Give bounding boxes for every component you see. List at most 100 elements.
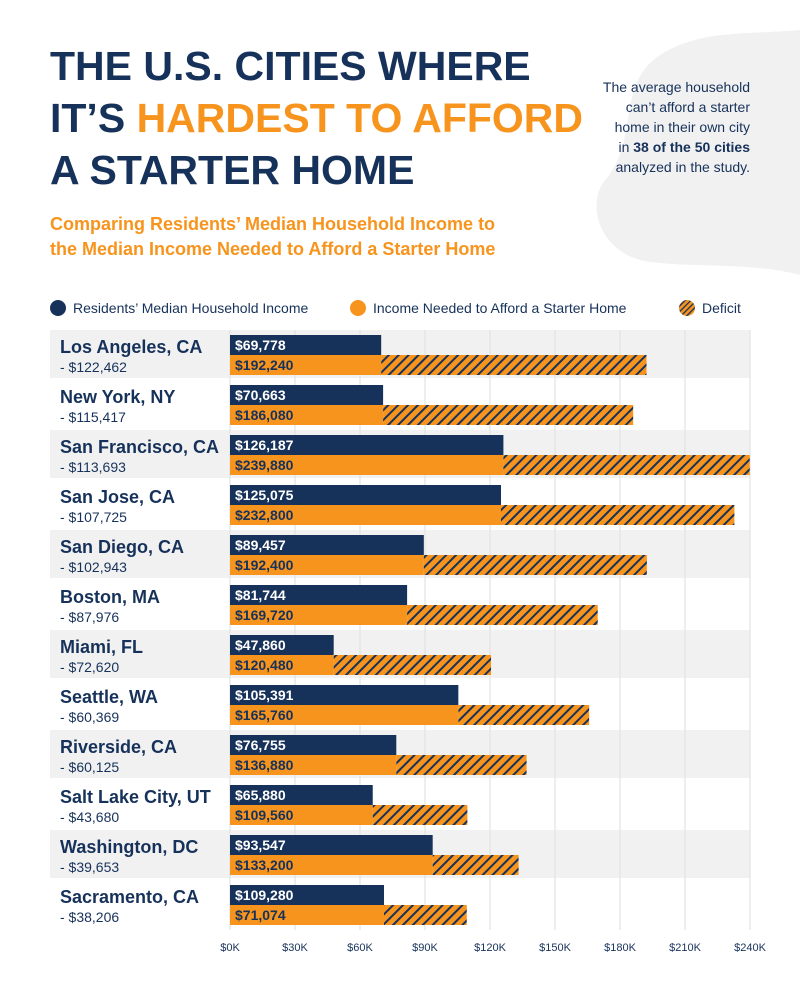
deficit-bar xyxy=(383,905,467,925)
city-label: Boston, MA xyxy=(60,587,160,607)
city-label: Sacramento, CA xyxy=(60,887,199,907)
subtitle-line-1: Comparing Residents’ Median Household In… xyxy=(50,214,496,234)
needed-value-label: $120,480 xyxy=(235,657,294,673)
orange-dot-icon xyxy=(350,300,366,316)
income-value-label: $109,280 xyxy=(235,887,294,903)
city-label: San Jose, CA xyxy=(60,487,175,507)
needed-bar xyxy=(230,655,334,675)
title-line-1: THE U.S. CITIES WHERE xyxy=(50,43,531,89)
income-bar xyxy=(230,535,424,555)
x-tick-label: $210K xyxy=(669,942,701,954)
income-bar xyxy=(230,335,382,355)
title-line-2-prefix: IT’S xyxy=(50,95,137,141)
needed-bar xyxy=(230,455,504,475)
deficit-label: - $38,206 xyxy=(60,909,119,925)
city-label: Washington, DC xyxy=(60,837,198,857)
income-bar xyxy=(230,635,334,655)
city-label: Riverside, CA xyxy=(60,737,177,757)
deficit-label: - $102,943 xyxy=(60,559,127,575)
navy-dot-icon xyxy=(50,300,66,316)
title-line-3: A STARTER HOME xyxy=(50,147,415,193)
deficit-bar xyxy=(383,405,634,425)
needed-value-label: $239,880 xyxy=(235,457,294,473)
deficit-label: - $60,369 xyxy=(60,709,119,725)
deficit-bar xyxy=(458,705,590,725)
title-line-2: IT’S HARDEST TO AFFORD xyxy=(50,92,583,144)
x-tick-label: $30K xyxy=(282,942,308,954)
deficit-label: - $87,976 xyxy=(60,609,119,625)
needed-value-label: $186,080 xyxy=(235,407,294,423)
legend-income: Residents’ Median Household Income xyxy=(50,300,308,316)
deficit-bar xyxy=(500,505,735,525)
note-background-blob xyxy=(596,30,800,275)
city-label: New York, NY xyxy=(60,387,175,407)
income-bar xyxy=(230,435,504,455)
legend-needed: Income Needed to Afford a Starter Home xyxy=(350,300,626,316)
income-value-label: $69,778 xyxy=(235,337,286,353)
income-value-label: $125,075 xyxy=(235,487,294,503)
needed-bar xyxy=(230,705,459,725)
income-bar xyxy=(230,835,433,855)
legend-label: Deficit xyxy=(702,300,741,316)
needed-bar xyxy=(230,555,424,575)
income-value-label: $126,187 xyxy=(235,437,294,453)
x-tick-label: $180K xyxy=(604,942,636,954)
note-bold: 38 of the 50 xyxy=(633,139,711,155)
income-value-label: $89,457 xyxy=(235,537,286,553)
deficit-label: - $115,417 xyxy=(60,409,126,425)
income-bar xyxy=(230,485,501,505)
income-value-label: $70,663 xyxy=(235,387,286,403)
x-tick-label: $60K xyxy=(347,942,373,954)
subtitle: Comparing Residents’ Median Household In… xyxy=(50,212,495,262)
deficit-label: - $60,125 xyxy=(60,759,119,775)
income-value-label: $47,860 xyxy=(235,637,286,653)
deficit-label: - $39,653 xyxy=(60,859,119,875)
legend-label: Income Needed to Afford a Starter Home xyxy=(373,300,627,316)
needed-value-label: $165,760 xyxy=(235,707,294,723)
page-title: THE U.S. CITIES WHERE IT’S HARDEST TO AF… xyxy=(50,40,583,196)
income-bar xyxy=(230,385,384,405)
note-bold-2: cities xyxy=(714,139,750,155)
note-text: The average household can’t afford a sta… xyxy=(602,79,750,155)
deficit-bar xyxy=(381,355,647,375)
deficit-label: - $107,725 xyxy=(60,509,127,525)
x-tick-label: $120K xyxy=(474,942,506,954)
needed-value-label: $169,720 xyxy=(235,607,294,623)
needed-value-label: $71,074 xyxy=(235,907,286,923)
income-value-label: $81,744 xyxy=(235,587,286,603)
income-value-label: $105,391 xyxy=(235,687,294,703)
needed-bar xyxy=(230,755,397,775)
needed-bar xyxy=(230,905,384,925)
deficit-label: - $122,462 xyxy=(60,359,127,375)
needed-value-label: $133,200 xyxy=(235,857,294,873)
title-highlight: HARDEST TO AFFORD xyxy=(136,95,584,141)
income-value-label: $76,755 xyxy=(235,737,286,753)
income-bar xyxy=(230,685,459,705)
deficit-bar xyxy=(503,455,750,475)
income-bar xyxy=(230,785,373,805)
note-text-end: analyzed in the study. xyxy=(615,159,750,175)
needed-value-label: $232,800 xyxy=(235,507,294,523)
needed-bar xyxy=(230,405,384,425)
needed-value-label: $192,400 xyxy=(235,557,294,573)
legend-deficit: Deficit xyxy=(679,300,741,316)
x-tick-label: $240K xyxy=(734,942,766,954)
legend-label: Residents’ Median Household Income xyxy=(73,300,309,316)
city-label: Miami, FL xyxy=(60,637,143,657)
deficit-label: - $113,693 xyxy=(60,459,126,475)
income-bar xyxy=(230,735,397,755)
deficit-bar xyxy=(423,555,647,575)
deficit-bar xyxy=(372,805,468,825)
needed-bar xyxy=(230,605,408,625)
city-label: Salt Lake City, UT xyxy=(60,787,211,807)
deficit-bar xyxy=(333,655,492,675)
income-value-label: $65,880 xyxy=(235,787,286,803)
city-label: San Diego, CA xyxy=(60,537,184,557)
city-label: San Francisco, CA xyxy=(60,437,219,457)
needed-value-label: $109,560 xyxy=(235,807,294,823)
deficit-bar xyxy=(407,605,598,625)
needed-bar xyxy=(230,855,433,875)
income-bar xyxy=(230,585,408,605)
